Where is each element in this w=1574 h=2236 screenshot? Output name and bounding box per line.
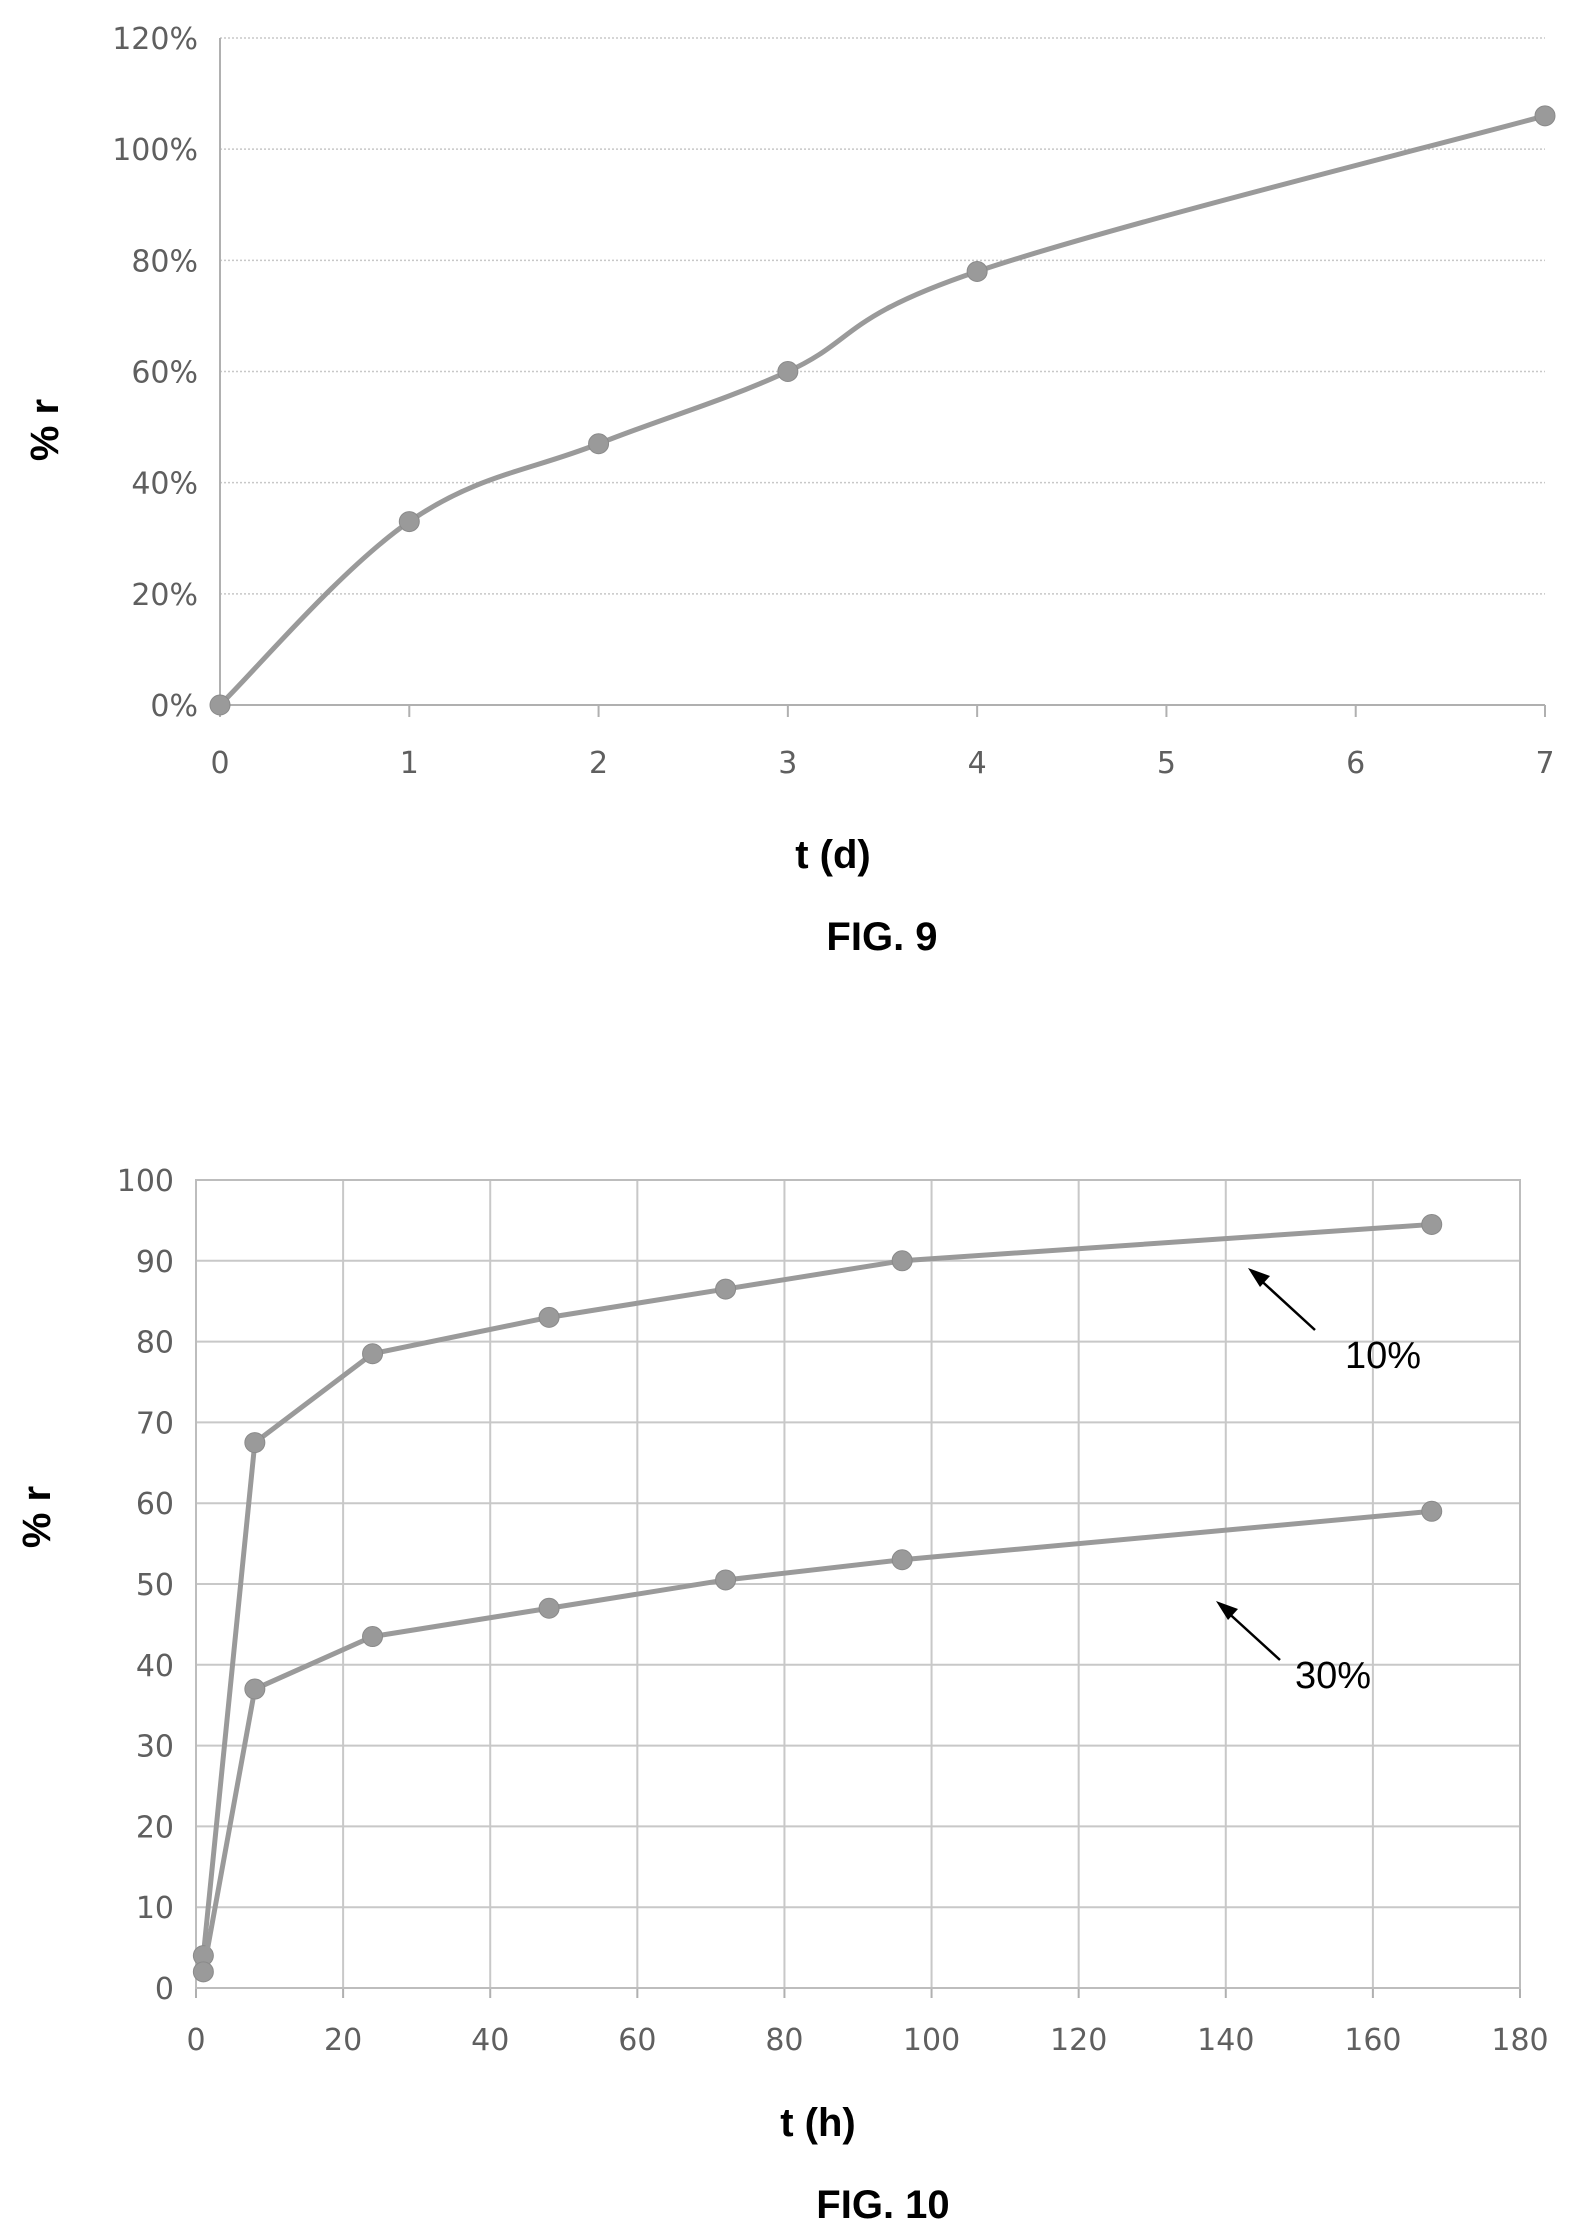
fig10-x-tick-label: 40 [471,2023,509,2058]
fig10-x-tick-label: 0 [186,2023,205,2058]
fig10-series-0-point [244,1432,266,1454]
fig9-x-tick-labels: 0 1 2 3 4 5 6 7 [210,746,1554,781]
fig10-series-0-point [715,1278,737,1300]
fig10-series-0-line [200,1221,1435,1959]
fig9-series-0-point [398,511,420,533]
fig10-gridlines [195,1179,1521,1998]
fig10-y-tick-label: 90 [136,1245,174,1280]
fig9-y-tick-label: 0% [150,689,198,724]
fig9-x-tick-label: 7 [1535,746,1554,781]
fig10-y-tick-label: 10 [136,1891,174,1926]
fig9-x-tick-label: 2 [589,746,608,781]
fig10-x-tick-label: 100 [903,2023,960,2058]
fig9-x-tick-label: 1 [400,746,419,781]
arrow-10pct-line [1254,1274,1316,1331]
fig9-x-tick-label: 3 [778,746,797,781]
fig10-series-1-point [192,1961,214,1983]
fig10-x-tick-labels: 0 20 40 60 80 100 120 140 160 180 [186,2023,1548,2058]
fig10-y-tick-label: 80 [136,1326,174,1361]
fig10-series-1-point [715,1569,737,1591]
series-label-10pct: 10% [1345,1335,1421,1377]
fig10-y-tick-label: 70 [136,1406,174,1441]
fig10-x-axis-title: t (h) [780,2101,856,2145]
fig10-x-tick-label: 80 [765,2023,803,2058]
fig10-y-tick-label: 100 [117,1164,174,1199]
fig9-x-tick-label: 5 [1157,746,1176,781]
fig10-x-tick-label: 180 [1491,2023,1548,2058]
fig10-x-tick-label: 60 [618,2023,656,2058]
fig10-x-tick-label: 160 [1344,2023,1401,2058]
fig10-y-tick-label: 20 [136,1810,174,1845]
fig9-series [209,105,1556,716]
fig9-series-0-point [966,260,988,282]
fig10-y-tick-label: 0 [155,1972,174,2007]
series-label-30pct: 30% [1295,1655,1371,1697]
fig9-gridlines [219,37,1546,717]
fig10-plot-frame [195,1179,1521,1989]
fig10-x-tick-label: 120 [1050,2023,1107,2058]
fig10-y-tick-label: 50 [136,1568,174,1603]
fig9-y-tick-label: 60% [131,356,198,391]
arrow-10pct-head [1248,1268,1270,1287]
fig10-series-1-line [200,1508,1435,1975]
fig9-x-axis-title: t (d) [795,833,871,877]
fig10-series-0-point [362,1343,384,1365]
fig10-y-tick-label: 60 [136,1487,174,1522]
fig10-series-1-point [362,1626,384,1648]
fig10-series-1-point [1421,1500,1443,1522]
fig9-y-tick-label: 80% [131,244,198,279]
arrow-30pct-head [1216,1601,1238,1620]
fig9-series-0-point [209,694,231,716]
fig10-series [192,1213,1443,1983]
fig9-y-tick-labels: 0% 20% 40% 60% 80% 100% 120% [112,22,198,724]
fig9-series-0-point [1534,105,1556,127]
fig10-series-1-point [538,1597,560,1619]
fig10-y-tick-label: 30 [136,1730,174,1765]
fig10-y-tick-label: 40 [136,1649,174,1684]
fig9-caption: FIG. 9 [826,915,937,959]
fig10-series-0-point [1421,1213,1443,1235]
fig10-series-1-point [891,1549,913,1571]
fig10-x-tick-label: 140 [1197,2023,1254,2058]
fig10-caption: FIG. 10 [816,2183,949,2227]
fig9-y-axis-title: % r [23,399,67,461]
fig9-series-0-point [588,433,610,455]
arrow-30pct-line [1222,1607,1281,1661]
fig9-x-tick-label: 0 [210,746,229,781]
fig9-y-tick-label: 100% [112,133,198,168]
fig10-series-0-point [538,1306,560,1328]
fig10-series-0-point [891,1250,913,1272]
fig9-series-0-point [777,361,799,382]
fig9-x-tick-label: 6 [1346,746,1365,781]
fig9-series-0-line [217,113,1548,708]
fig10-chart: 0 20 40 60 80 100 120 140 160 180 0 10 20 30 40 50 60 70… [15,1164,1549,2227]
fig9-y-tick-label: 120% [112,22,198,57]
fig9-y-tick-label: 40% [131,467,198,502]
fig10-series-1-point [244,1678,266,1700]
fig10-y-tick-labels: 0 10 20 30 40 50 60 70 80 90 100 [117,1164,174,2007]
fig10-x-tick-label: 20 [324,2023,362,2058]
fig9-chart: 0 1 2 3 4 5 6 7 0% 20% 40% 60% 80% 100% 120% t (d) % … [23,22,1556,959]
fig9-x-tick-label: 4 [968,746,987,781]
fig10-y-axis-title: % r [15,1486,59,1548]
fig9-y-tick-label: 20% [131,578,198,613]
